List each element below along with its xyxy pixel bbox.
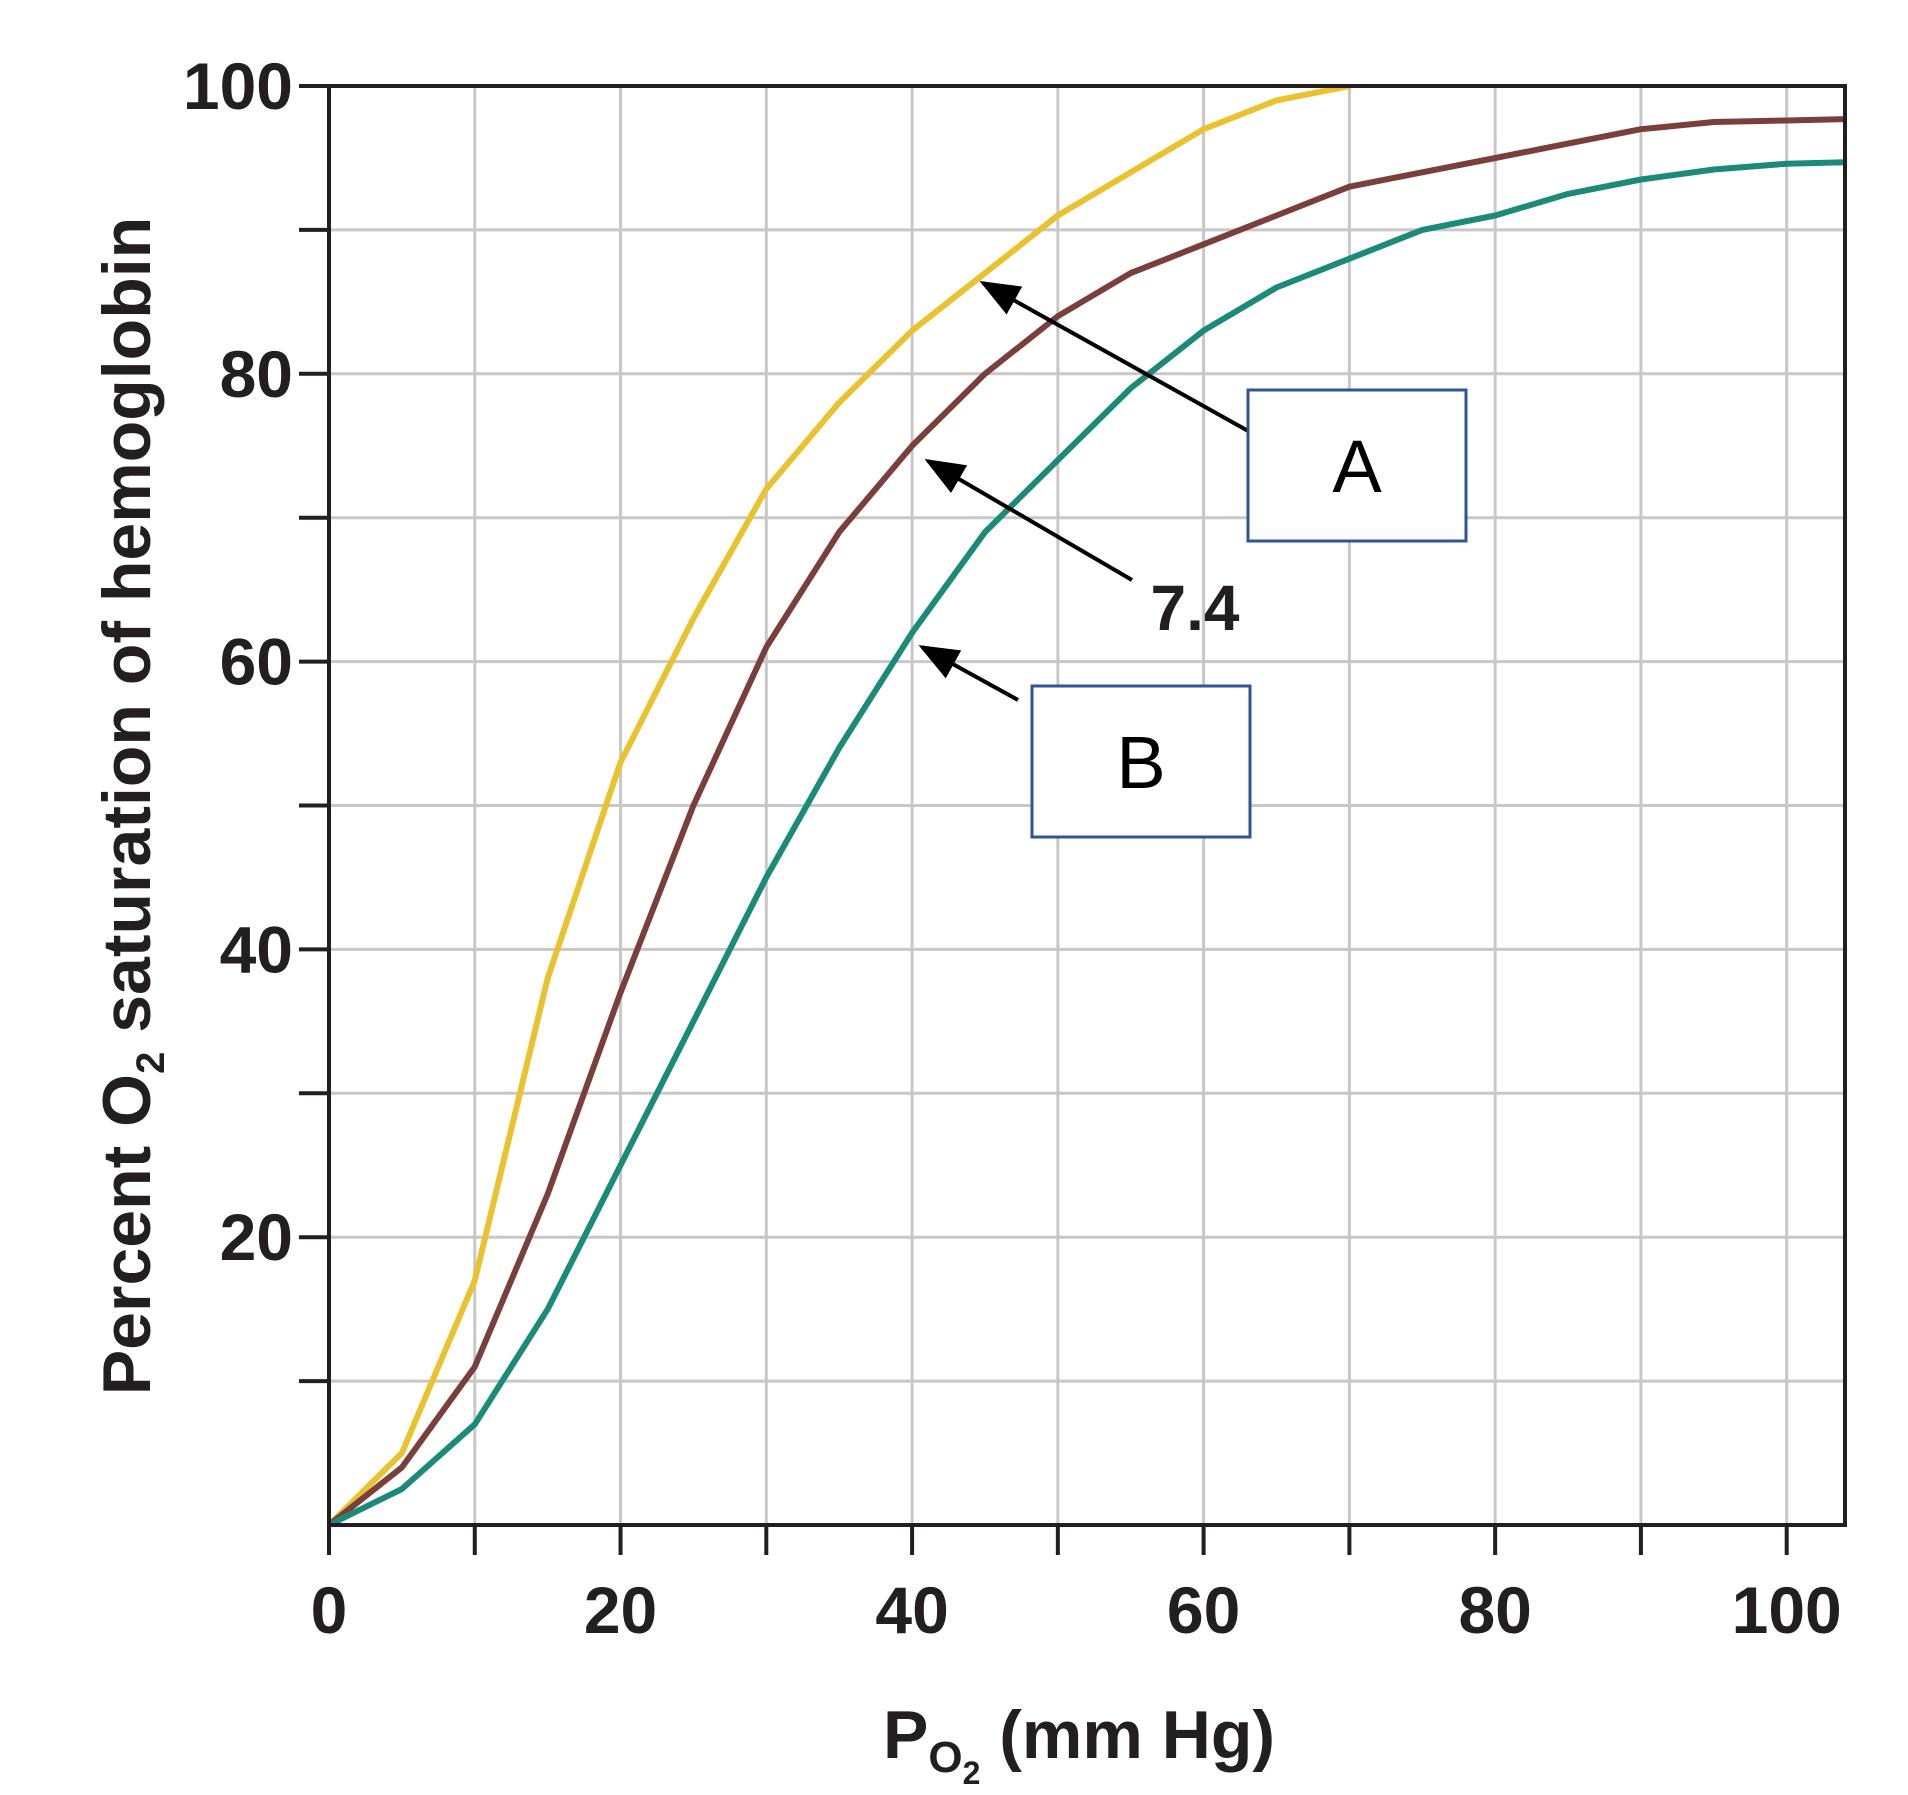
x-title-part: P bbox=[883, 1697, 928, 1773]
x-tick-label: 60 bbox=[1167, 1573, 1240, 1647]
y-axis-title: Percent O2 saturation of hemoglobin bbox=[89, 217, 173, 1395]
label-box bbox=[1246, 388, 1468, 543]
arrow bbox=[924, 458, 1134, 582]
y-tick-label: 40 bbox=[220, 912, 293, 986]
x-tick-label: 100 bbox=[1732, 1573, 1842, 1647]
y-tick-label: 60 bbox=[220, 625, 293, 699]
series-line bbox=[329, 86, 1353, 1525]
y-title-part: Percent O bbox=[89, 1074, 165, 1395]
series-label: B bbox=[1116, 721, 1165, 804]
series-label: 7.4 bbox=[1151, 572, 1240, 644]
series-line bbox=[329, 159, 1845, 1525]
x-title-subscript: O bbox=[928, 1733, 962, 1782]
arrow bbox=[918, 645, 1019, 702]
series-line bbox=[329, 116, 1845, 1525]
x-title-subsubscript: 2 bbox=[963, 1755, 981, 1791]
arrow bbox=[979, 281, 1251, 434]
ticks: 0 20 40 60 80 100 20 40 60 80 100 bbox=[183, 49, 1842, 1647]
x-title-part: (mm Hg) bbox=[980, 1697, 1275, 1773]
x-tick-label: 80 bbox=[1458, 1573, 1531, 1647]
annotations: A 7.4 B bbox=[918, 281, 1468, 839]
plot-lines bbox=[329, 86, 1845, 1525]
x-axis-title: PO2 (mm Hg) bbox=[883, 1697, 1275, 1791]
y-tick-label: 20 bbox=[220, 1200, 293, 1274]
y-title-subscript: 2 bbox=[129, 1052, 173, 1074]
x-tick-label: 40 bbox=[875, 1573, 948, 1647]
y-tick-label: 100 bbox=[183, 49, 293, 123]
label-box bbox=[1030, 684, 1252, 839]
y-title-part: saturation of hemoglobin bbox=[89, 217, 165, 1052]
y-tick-label: 80 bbox=[220, 337, 293, 411]
x-tick-label: 0 bbox=[311, 1573, 348, 1647]
x-tick-label: 20 bbox=[584, 1573, 657, 1647]
series-label: A bbox=[1332, 425, 1382, 508]
